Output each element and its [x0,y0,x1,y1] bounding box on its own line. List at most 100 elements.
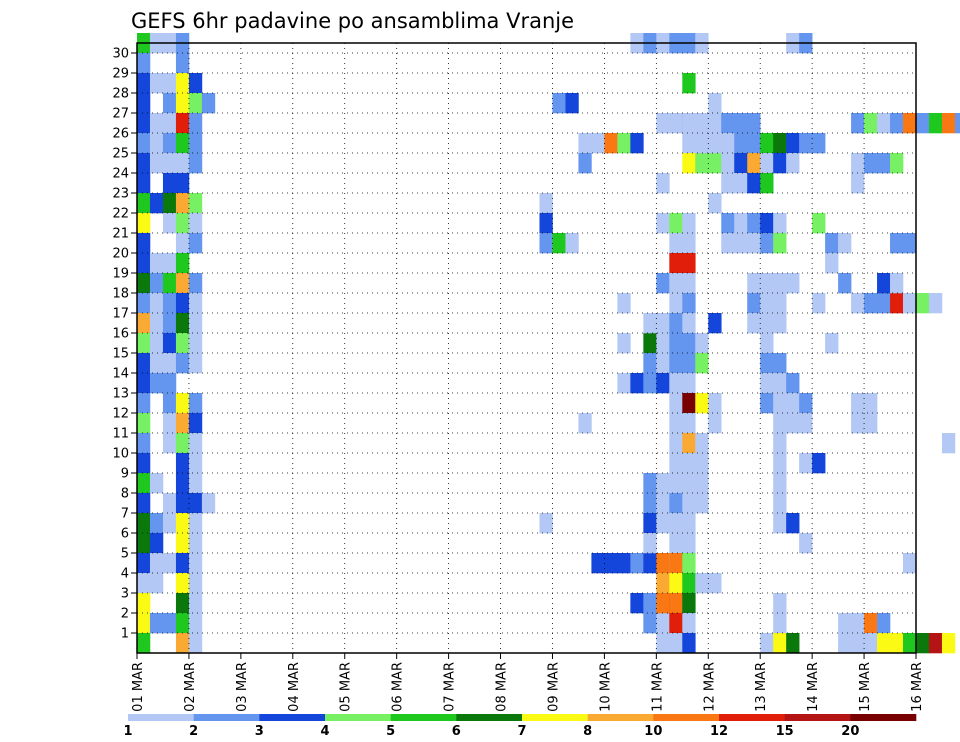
x-tick-label: 06 MAR [391,662,406,712]
heatmap-cell [695,113,709,134]
heatmap-cell [682,413,696,434]
heatmap-cell [682,373,696,394]
heatmap-cell [137,193,151,214]
heatmap-cell [669,333,683,354]
heatmap-cell [695,393,709,414]
heatmap-cell [149,193,164,214]
y-tick-label: 10 [112,447,129,462]
heatmap-cell [188,73,203,94]
heatmap-cell [682,393,696,414]
heatmap-cell [695,153,709,174]
heatmap-cell [773,213,787,234]
colorbar-swatch [522,714,588,721]
heatmap-cell [656,493,670,514]
heatmap-cell [773,593,787,614]
colorbar-swatch [456,714,523,721]
heatmap-cell [175,113,190,134]
heatmap-cell [903,633,917,654]
heatmap-cell [877,293,891,314]
heatmap-cell [695,433,709,454]
heatmap-cell [175,533,190,554]
heatmap-cell [188,153,203,174]
heatmap-cell [656,373,670,394]
heatmap-cell [786,513,800,534]
heatmap-cell [175,173,190,194]
heatmap-cell [877,633,891,654]
heatmap-cell [708,573,722,594]
heatmap-cell [747,273,761,294]
heatmap-cell [175,133,190,154]
heatmap-cell [773,433,787,454]
heatmap-cell [721,173,735,194]
heatmap-cell [137,173,151,194]
heatmap-cell [565,233,579,254]
heatmap-cell [137,353,151,374]
heatmap-cell [773,633,787,654]
heatmap-cell [137,273,151,294]
heatmap-cell [734,213,748,234]
heatmap-cell [175,473,190,494]
heatmap-cell [201,93,216,114]
heatmap-cell [162,553,177,574]
heatmap-cell [175,233,190,254]
x-tick-label: 01 MAR [131,662,146,712]
heatmap-cell [682,613,696,634]
heatmap-cell [188,613,203,634]
heatmap-cell [656,473,670,494]
heatmap-cell [188,413,203,434]
heatmap-cell [617,293,631,314]
x-tick-label: 16 MAR [910,662,925,712]
dotted-grid [137,43,916,653]
heatmap-cell [708,193,722,214]
heatmap-cell [682,233,696,254]
heatmap-cell [175,493,190,514]
heatmap-cell [825,233,839,254]
heatmap-cell [162,153,177,174]
heatmap-cell [175,353,190,374]
heatmap-cell [721,133,735,154]
heatmap-cell [188,293,203,314]
plot-frame [136,42,917,654]
heatmap-cell [149,273,164,294]
heatmap-cell [682,573,696,594]
x-tick-label: 09 MAR [546,662,561,712]
colorbar-swatch [193,714,260,721]
heatmap-cell [812,213,826,234]
heatmap-cell [851,393,865,414]
heatmap-cell [188,393,203,414]
heatmap-cell [175,413,190,434]
heatmap-cell [760,353,774,374]
heatmap-cell [941,113,956,134]
heatmap-cell [539,233,553,254]
heatmap-cell [137,513,151,534]
heatmap-cell [877,273,891,294]
heatmap-cell [149,473,164,494]
heatmap-cell [773,473,787,494]
heatmap-cell [890,293,904,314]
heatmap-cell [903,113,917,134]
x-tick-label: 13 MAR [754,662,769,712]
heatmap-cell [825,253,839,274]
heatmap-cell [137,613,151,634]
heatmap-cell [137,633,151,654]
heatmap-cell [617,553,631,574]
colorbar-label: 6 [452,724,461,739]
y-tick-label: 20 [112,247,129,262]
colorbar-legend: 1 2 3 4 5 6 7 8 10 12 15 20 [123,714,917,739]
x-tick-label: 15 MAR [858,662,873,712]
heatmap-cell [682,253,696,274]
heatmap-cell [162,433,177,454]
heatmap-cell [890,233,904,254]
colorbar-swatch [128,714,194,721]
heatmap-cell [162,353,177,374]
heatmap-cell [175,453,190,474]
heatmap-cell [188,493,203,514]
heatmap-cell [149,533,164,554]
heatmap-cell [669,553,683,574]
heatmap-cell [941,433,956,454]
y-tick-label: 1 [121,627,129,642]
colorbar-label: 1 [123,724,132,739]
heatmap-cell [149,573,164,594]
heatmap-cell [916,633,930,654]
heatmap-cell [188,593,203,614]
